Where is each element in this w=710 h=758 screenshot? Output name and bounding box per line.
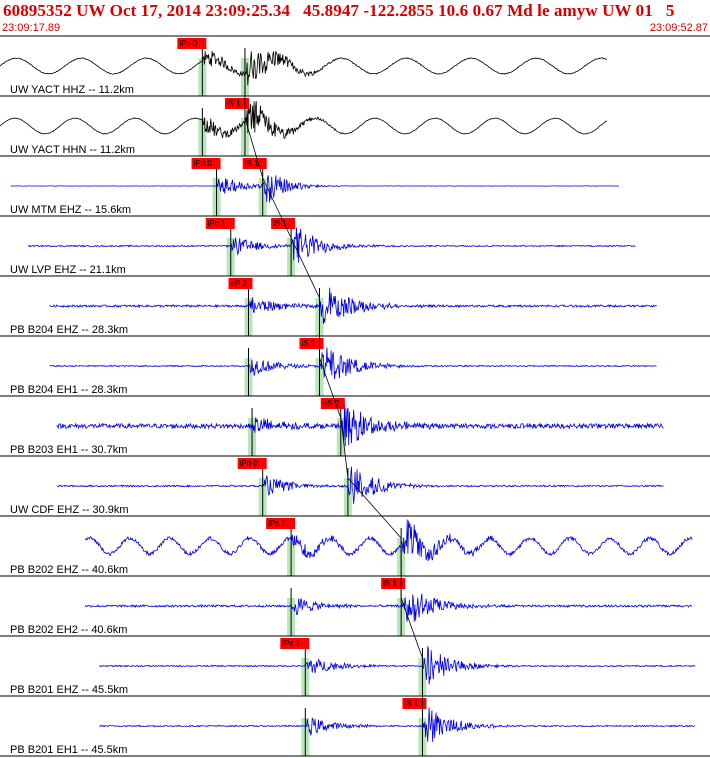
trace-panel: iS 1 PB B202 EH2 -- 40.6km [0, 578, 710, 637]
waveform-trace [84, 519, 693, 562]
trace-station-label: PB B203 EH1 -- 30.7km [10, 444, 127, 456]
p-pick-label: iPc 1 [282, 639, 300, 648]
trace-station-label: PB B202 EH2 -- 40.6km [10, 624, 127, 636]
trace-panel: iPc 0 UW YACT HHZ -- 11.2km [0, 38, 710, 97]
p-pick-box [177, 38, 207, 49]
waveform-trace [56, 403, 664, 447]
p-pick-label: eP 2 [231, 279, 248, 288]
trace-station-label: PB B201 EH1 -- 45.5km [10, 744, 127, 756]
trace-panel: iS 1 UW YACT HHN -- 11.2km [0, 98, 710, 157]
p-pick-label: iPc 0 [179, 39, 197, 48]
s-pick-box [381, 578, 406, 589]
trace-station-label: UW CDF EHZ -- 30.9km [10, 504, 129, 516]
moveout-curve [244, 58, 423, 718]
p-pick-box [191, 158, 221, 169]
p-pick-box [205, 218, 235, 229]
s-pick-box [299, 338, 324, 349]
p-pick-box [280, 638, 310, 649]
s-pick-label: iS 1 [302, 339, 316, 348]
trace-panel: eS 2 PB B203 EH1 -- 30.7km [0, 398, 710, 457]
trace-panel: iPc 1 iS 1 UW LVP EHZ -- 21.1km [0, 218, 710, 277]
waveform-trace [99, 646, 696, 685]
s-pick-label: iS 1 [227, 99, 241, 108]
trace-station-label: PB B204 EHZ -- 28.3km [10, 324, 128, 336]
p-pick-label: iPd 0 [194, 159, 213, 168]
trace-station-label: PB B202 EHZ -- 40.6km [10, 564, 128, 576]
trace-station-label: PB B201 EHZ -- 45.5km [10, 684, 128, 696]
s-pick-box [320, 398, 345, 409]
trace-station-label: UW MTM EHZ -- 15.6km [10, 204, 131, 216]
p-pick-label: iPc 1 [268, 519, 286, 528]
s-pick-label: iS 1 [245, 159, 259, 168]
trace-station-label: PB B204 EH1 -- 28.3km [10, 384, 127, 396]
s-pick-label: iS 1 [273, 219, 287, 228]
s-pick-box [224, 98, 249, 109]
waveform-trace [56, 466, 664, 504]
p-pick-box [237, 458, 267, 469]
trace-station-label: UW YACT HHN -- 11.2km [10, 144, 135, 156]
p-pick-box [266, 518, 296, 529]
s-pick-label: iS 1 [404, 699, 418, 708]
trace-panel: eP 2 PB B204 EHZ -- 28.3km [0, 278, 710, 337]
trace-panel: iPd 0 UW CDF EHZ -- 30.9km [0, 458, 710, 517]
trace-panel: iPc 1 PB B202 EHZ -- 40.6km [0, 518, 710, 577]
s-pick-box [271, 218, 296, 229]
waveform-trace [0, 100, 608, 139]
waveform-trace [84, 593, 693, 622]
waveform-trace [10, 175, 619, 203]
trace-station-label: UW YACT HHZ -- 11.2km [10, 84, 134, 96]
trace-panel: iS 1 PB B201 EH1 -- 45.5km [0, 698, 710, 757]
window-start-time: 23:09:17.89 [2, 22, 61, 34]
trace-panel: iS 1 PB B204 EH1 -- 28.3km [0, 338, 710, 397]
p-pick-box [228, 278, 253, 289]
waveform-trace [28, 227, 636, 263]
s-pick-box [242, 158, 267, 169]
p-pick-label: iPd 0 [240, 459, 259, 468]
event-title: 60895352 UW Oct 17, 2014 23:09:25.34 45.… [3, 1, 675, 20]
waveform-trace [0, 50, 608, 86]
trace-panel: iPc 1 PB B201 EHZ -- 45.5km [0, 638, 710, 697]
window-end-time: 23:09:52.87 [649, 22, 708, 34]
waveform-trace [99, 707, 696, 742]
trace-station-label: UW LVP EHZ -- 21.1km [10, 264, 126, 276]
waveform-trace [49, 287, 657, 325]
trace-panel: iPd 0 iS 1 UW MTM EHZ -- 15.6km [0, 158, 710, 217]
s-pick-label: iS 1 [383, 579, 397, 588]
s-pick-box [402, 698, 427, 709]
p-pick-label: iPc 1 [208, 219, 226, 228]
waveform-trace [49, 347, 657, 380]
s-pick-label: eS 2 [323, 399, 340, 408]
